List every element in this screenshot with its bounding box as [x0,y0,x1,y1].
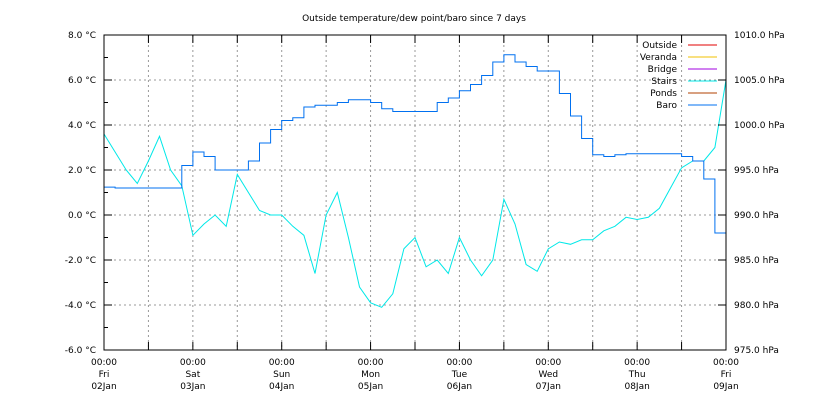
x-tick-time: 00:00 [269,358,295,368]
y-left-tick-label: 2.0 °C [68,166,96,176]
y-right-tick-label: 985.0 hPa [734,256,779,266]
series-line-stairs [103,79,727,308]
plot-frame [103,34,727,351]
y-left-tick-label: 4.0 °C [68,121,96,131]
x-tick-date: 09Jan [713,382,738,392]
x-tick-date: 03Jan [180,382,205,392]
y-right-tick-label: 1005.0 hPa [734,76,785,86]
y-right-tick-label: 980.0 hPa [734,301,779,311]
x-tick-day: Mon [361,370,380,380]
y-left-tick-label: 8.0 °C [68,31,96,41]
legend-label: Ponds [650,89,677,99]
y-left-tick-label: -4.0 °C [65,301,96,311]
x-tick-date: 05Jan [358,382,383,392]
y-right-tick-label: 995.0 hPa [734,166,779,176]
x-tick-day: Sat [185,370,200,380]
legend-label: Stairs [651,77,677,87]
series-line-baro [104,54,727,315]
x-tick-day: Thu [628,370,646,380]
x-tick-day: Fri [99,370,110,380]
axes: -6.0 °C -4.0 °C -2.0 °C 0.0 °C 2.0 °C 4.0 °C 6… [65,31,785,392]
x-tick-time: 00:00 [713,358,739,368]
x-tick-time: 00:00 [91,358,117,368]
x-tick-date: 08Jan [624,382,649,392]
legend-label: Veranda [640,53,677,63]
x-tick-time: 00:00 [624,358,650,368]
x-tick-day: Wed [538,370,558,380]
x-tick-time: 00:00 [535,358,561,368]
x-tick-date: 02Jan [91,382,116,392]
y-left-tick-label: 6.0 °C [68,76,96,86]
x-tick-day: Fri [721,370,732,380]
x-tick-date: 04Jan [269,382,294,392]
x-tick-date: 06Jan [447,382,472,392]
x-tick-day: Sun [273,370,290,380]
legend-label: Bridge [648,65,678,75]
x-tick-time: 00:00 [358,358,384,368]
legend-label: Outside [642,41,677,51]
y-right-tick-label: 1010.0 hPa [734,31,785,41]
legend: Outside Veranda Bridge Stairs Ponds Baro [640,41,717,111]
x-tick-time: 00:00 [446,358,472,368]
series-group [103,54,727,315]
y-right-tick-label: 975.0 hPa [734,346,779,356]
y-left-tick-label: -2.0 °C [65,256,96,266]
y-right-tick-label: 990.0 hPa [734,211,779,221]
grid [104,35,726,350]
x-tick-date: 07Jan [536,382,561,392]
y-right-tick-label: 1000.0 hPa [734,121,785,131]
chart-title: Outside temperature/dew point/baro since… [302,14,526,24]
x-tick-day: Tue [451,370,468,380]
y-left-tick-label: 0.0 °C [68,211,96,221]
x-tick-time: 00:00 [180,358,206,368]
legend-label: Baro [656,101,677,111]
y-left-tick-label: -6.0 °C [65,346,96,356]
